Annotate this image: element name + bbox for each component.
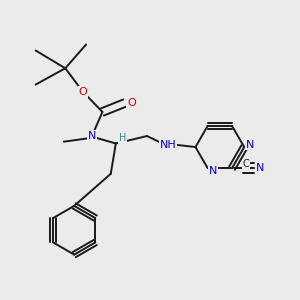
Text: NH: NH (160, 140, 176, 150)
Text: N: N (88, 131, 96, 141)
Text: N: N (256, 163, 264, 173)
Text: O: O (79, 87, 88, 97)
Text: H: H (119, 133, 126, 143)
Text: N: N (209, 166, 217, 176)
Text: O: O (127, 98, 136, 108)
Text: N: N (245, 140, 254, 150)
Text: C: C (243, 159, 250, 169)
